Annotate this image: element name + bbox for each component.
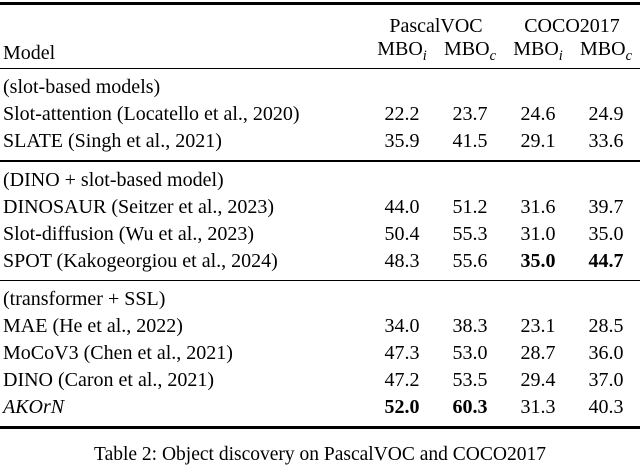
metric-value: 29.4 (520, 369, 556, 392)
header-subcol-row: Model MBOi MBOc MBOi MBOc (0, 38, 640, 68)
section-transformer-ssl: (transformer + SSL) MAE (He et al., 2022… (0, 281, 640, 426)
metric-value: 37.0 (588, 369, 624, 392)
metric-value: 47.2 (384, 369, 420, 392)
metric-value: 28.5 (588, 315, 624, 338)
metric-value: 55.6 (452, 249, 488, 272)
table-row: Slot-attention (Locatello et al., 2020) … (0, 101, 640, 128)
metric-value: 55.3 (452, 222, 488, 245)
table-bottom-rule (0, 426, 640, 430)
table-row: Slot-diffusion (Wu et al., 2023) 50.4 55… (0, 221, 640, 248)
section-group-label: (transformer + SSL) (3, 288, 166, 311)
model-name: AKOrN (3, 396, 65, 419)
metric-value: 53.0 (452, 342, 488, 365)
metric-value: 31.3 (520, 396, 556, 419)
metric-value: 33.6 (588, 129, 624, 152)
metric-value: 41.5 (452, 129, 488, 152)
metric-value: 60.3 (452, 396, 488, 419)
section-dino-slot-based: (DINO + slot-based model) DINOSAUR (Seit… (0, 162, 640, 280)
table-row: MoCoV3 (Chen et al., 2021) 47.3 53.0 28.… (0, 340, 640, 367)
metric-value: 53.5 (452, 369, 488, 392)
dataset-group-coco2017: COCO2017 (524, 14, 620, 37)
table-row: DINO (Caron et al., 2021) 47.2 53.5 29.4… (0, 367, 640, 394)
mbo-sub: i (558, 47, 563, 64)
mbo-base: MBO (580, 37, 626, 60)
dataset-group-pascalvoc: PascalVOC (389, 14, 483, 37)
table-row: MAE (He et al., 2022) 34.0 38.3 23.1 28.… (0, 313, 640, 340)
mbo-sub: c (625, 47, 632, 64)
mbo-base: MBO (444, 37, 490, 60)
metric-value: 24.6 (520, 102, 556, 125)
mbo-sub: c (489, 47, 496, 64)
col-header-mbo-c-pascal: MBOc (436, 38, 504, 65)
section-group-label: (slot-based models) (3, 75, 161, 98)
table-row: SLATE (Singh et al., 2021) 35.9 41.5 29.… (0, 128, 640, 155)
table-caption: Table 2: Object discovery on PascalVOC a… (94, 444, 546, 466)
model-name: SLATE (Singh et al., 2021) (3, 129, 222, 152)
table-top-rule (0, 2, 640, 5)
metric-value: 47.3 (384, 342, 420, 365)
model-name: Slot-attention (Locatello et al., 2020) (3, 102, 300, 125)
metric-value: 44.0 (384, 195, 420, 218)
metric-value: 36.0 (588, 342, 624, 365)
metric-value: 28.7 (520, 342, 556, 365)
model-name: MoCoV3 (Chen et al., 2021) (3, 342, 233, 365)
mbo-base: MBO (513, 37, 559, 60)
col-header-mbo-i-pascal: MBOi (368, 38, 436, 65)
table-row: SPOT (Kakogeorgiou et al., 2024) 48.3 55… (0, 248, 640, 275)
metric-value: 44.7 (588, 249, 624, 272)
header-divider-rule (0, 67, 640, 69)
metric-value: 23.1 (520, 315, 556, 338)
model-name: MAE (He et al., 2022) (3, 315, 183, 338)
metric-value: 31.6 (520, 195, 556, 218)
metric-value: 35.0 (520, 249, 556, 272)
section-divider-rule (0, 279, 640, 282)
table-header: PascalVOC COCO2017 Model MBOi MBOc MBOi … (0, 10, 640, 68)
table-row: DINOSAUR (Seitzer et al., 2023) 44.0 51.… (0, 194, 640, 221)
metric-value: 29.1 (520, 129, 556, 152)
header-group-row: PascalVOC COCO2017 (0, 10, 640, 38)
metric-value: 35.9 (384, 129, 420, 152)
metric-value: 34.0 (384, 315, 420, 338)
metric-value: 48.3 (384, 249, 420, 272)
metric-value: 50.4 (384, 222, 420, 245)
mbo-sub: i (422, 47, 427, 64)
section-group-label: (DINO + slot-based model) (3, 168, 224, 191)
col-header-mbo-i-coco: MBOi (504, 38, 572, 65)
metric-value: 51.2 (452, 195, 488, 218)
metric-value: 52.0 (384, 396, 420, 419)
model-name: DINOSAUR (Seitzer et al., 2023) (3, 195, 275, 218)
metric-value: 35.0 (588, 222, 624, 245)
model-column-header: Model (3, 41, 56, 64)
metric-value: 31.0 (520, 222, 556, 245)
metric-value: 39.7 (588, 195, 624, 218)
metric-value: 38.3 (452, 315, 488, 338)
model-name: Slot-diffusion (Wu et al., 2023) (3, 222, 255, 245)
metric-value: 22.2 (384, 102, 420, 125)
table-row: AKOrN 52.0 60.3 31.3 40.3 (0, 394, 640, 421)
metric-value: 40.3 (588, 396, 624, 419)
model-name: SPOT (Kakogeorgiou et al., 2024) (3, 249, 278, 272)
section-slot-based-models: (slot-based models) Slot-attention (Loca… (0, 69, 640, 160)
mbo-base: MBO (377, 37, 423, 60)
metric-value: 24.9 (588, 102, 624, 125)
metric-value: 23.7 (452, 102, 488, 125)
model-name: DINO (Caron et al., 2021) (3, 369, 215, 392)
section-divider-rule (0, 159, 640, 162)
col-header-mbo-c-coco: MBOc (572, 38, 640, 65)
